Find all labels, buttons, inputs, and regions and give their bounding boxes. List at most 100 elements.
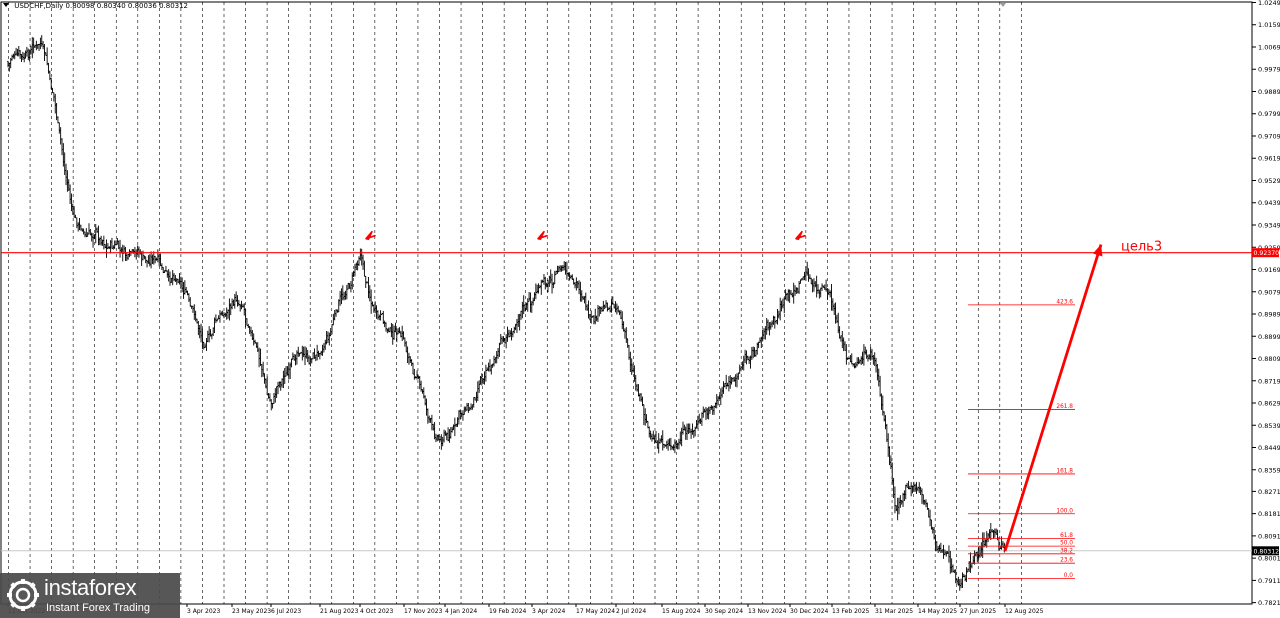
price-bar (386, 328, 389, 334)
price-bar (250, 326, 252, 337)
price-bar (462, 410, 464, 421)
dropdown-triangle-icon[interactable] (3, 3, 9, 7)
price-bar (248, 326, 251, 334)
logo-wordmark: instaforex (44, 575, 137, 600)
price-bar (630, 358, 633, 375)
price-bar (861, 351, 864, 364)
price-bar (173, 273, 175, 282)
price-bar (931, 526, 934, 534)
price-bar (817, 284, 819, 294)
x-tick-label: 19 Feb 2024 (489, 608, 527, 615)
price-bar (189, 297, 192, 307)
price-bar (533, 292, 536, 301)
price-bar (158, 253, 160, 267)
price-bar (274, 388, 277, 403)
price-bar (294, 354, 297, 366)
y-tick-label: 0.78215 (1258, 599, 1280, 607)
price-bar (27, 48, 30, 61)
price-bar (212, 327, 214, 337)
price-bar (898, 497, 900, 515)
price-bar (408, 352, 410, 365)
y-tick-label: 0.80915 (1258, 532, 1280, 540)
price-bar (536, 284, 538, 294)
price-bar (304, 346, 306, 366)
price-bar (451, 426, 453, 433)
price-bar (863, 344, 865, 366)
price-bar (398, 327, 401, 334)
price-bar (378, 314, 381, 321)
price-bar (721, 386, 723, 398)
price-bar (599, 306, 602, 314)
price-bar (327, 331, 329, 343)
price-bar (505, 334, 507, 349)
price-bar (435, 433, 437, 443)
price-bar (621, 311, 624, 330)
price-bar (836, 314, 838, 324)
price-bar (337, 299, 340, 313)
price-bar (879, 375, 881, 397)
price-bar (325, 330, 328, 345)
price-bar (976, 551, 979, 563)
price-bar (906, 482, 908, 488)
price-bars (7, 35, 1006, 591)
price-bar (308, 355, 310, 365)
price-bar (795, 287, 798, 294)
price-bar (759, 337, 761, 343)
price-bar (324, 339, 327, 350)
price-bar (262, 361, 264, 377)
price-bar (30, 45, 32, 55)
price-bar (671, 445, 673, 450)
price-bar (526, 298, 529, 312)
price-bar (649, 430, 652, 440)
x-tick-label: 3 Apr 2024 (532, 608, 565, 615)
price-bar (890, 455, 892, 470)
instaforex-logo: instaforex Instant Forex Trading (0, 573, 180, 618)
price-bar (899, 495, 902, 508)
price-bar (62, 143, 65, 167)
price-bar (768, 322, 771, 336)
price-bar (844, 341, 846, 351)
price-bar (693, 429, 695, 438)
price-bar (830, 284, 833, 311)
y-tick-label: 1.02490 (1258, 0, 1280, 7)
price-bar (605, 300, 607, 308)
price-bar (884, 415, 887, 430)
price-bar (205, 338, 208, 352)
price-bar (135, 249, 138, 260)
price-bar (869, 347, 872, 361)
price-bar (385, 322, 387, 332)
price-bar (447, 427, 449, 442)
price-bar (579, 281, 582, 302)
fib-level-label: 161.8 (1056, 468, 1073, 474)
price-bar (413, 368, 416, 380)
price-bar (667, 439, 669, 451)
price-bar (358, 256, 360, 266)
x-tick-label: 30 Sep 2024 (705, 608, 743, 615)
price-bar (32, 37, 35, 54)
price-bar (549, 269, 552, 284)
price-bar (182, 282, 185, 299)
price-bar (868, 354, 871, 360)
price-bar (270, 399, 273, 411)
price-bar (471, 404, 474, 410)
price-bar (234, 294, 236, 309)
price-bar (88, 223, 90, 235)
price-bar (840, 335, 842, 342)
price-bar (181, 277, 183, 293)
price-bar (228, 298, 231, 321)
price-bar (629, 351, 632, 373)
price-bar (707, 406, 710, 420)
price-bar (875, 357, 877, 373)
price-bar (910, 482, 912, 497)
price-bar (973, 550, 976, 565)
price-bar (42, 41, 44, 50)
price-bar (876, 363, 879, 381)
x-tick-label: 2 Jul 2024 (616, 608, 646, 615)
price-bar (285, 365, 287, 377)
price-bar (562, 264, 564, 272)
price-bar (61, 138, 63, 156)
